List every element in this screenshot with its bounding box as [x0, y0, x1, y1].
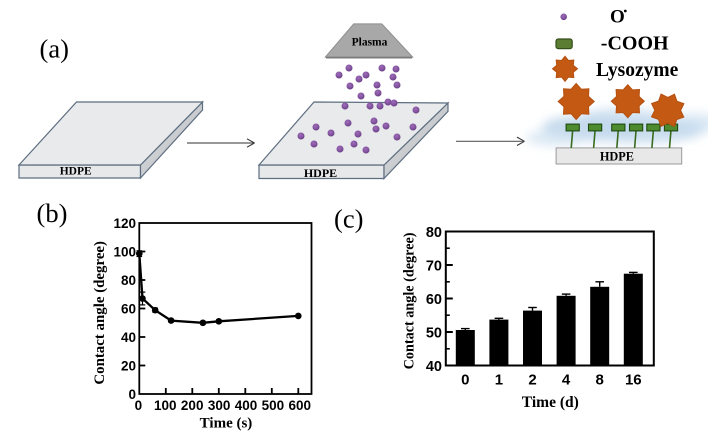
svg-text:Plasma: Plasma [352, 37, 388, 49]
svg-text:400: 400 [235, 398, 258, 413]
svg-text:4: 4 [562, 372, 571, 389]
svg-text:60: 60 [121, 301, 136, 316]
svg-text:300: 300 [208, 398, 231, 413]
svg-text:600: 600 [289, 398, 312, 413]
svg-text:(a): (a) [40, 34, 69, 64]
svg-text:0: 0 [135, 398, 143, 413]
svg-text:80: 80 [426, 225, 442, 241]
svg-text:100: 100 [113, 244, 136, 259]
svg-text:200: 200 [181, 398, 204, 413]
svg-text:60: 60 [426, 292, 442, 308]
svg-text:100: 100 [154, 398, 177, 413]
svg-text:0: 0 [128, 387, 136, 402]
svg-text:20: 20 [121, 358, 136, 373]
svg-text:1: 1 [495, 372, 503, 389]
svg-text:Time (d): Time (d) [522, 394, 579, 411]
svg-text:120: 120 [113, 216, 136, 231]
svg-text:70: 70 [426, 259, 442, 275]
svg-text:Time (s): Time (s) [200, 416, 253, 432]
svg-text:O: O [610, 7, 625, 28]
svg-text:HDPE: HDPE [600, 150, 634, 164]
svg-text:Contact angle (degree): Contact angle (degree) [92, 241, 108, 385]
svg-text:80: 80 [121, 273, 136, 288]
svg-text:16: 16 [625, 372, 642, 389]
svg-text:HDPE: HDPE [304, 166, 337, 180]
svg-text:8: 8 [596, 372, 604, 389]
svg-text:(c): (c) [334, 204, 363, 234]
svg-text:2: 2 [528, 372, 536, 389]
svg-text:0: 0 [461, 372, 469, 389]
svg-text:50: 50 [426, 326, 442, 342]
svg-text:(b): (b) [37, 198, 68, 228]
svg-text:-COOH: -COOH [601, 33, 669, 55]
svg-text:Contact angle (degree): Contact angle (degree) [402, 232, 418, 369]
svg-text:40: 40 [426, 359, 442, 375]
svg-text:HDPE: HDPE [60, 166, 92, 178]
svg-text:Lysozyme: Lysozyme [596, 60, 679, 81]
svg-text:40: 40 [121, 330, 136, 345]
svg-text:500: 500 [262, 398, 285, 413]
